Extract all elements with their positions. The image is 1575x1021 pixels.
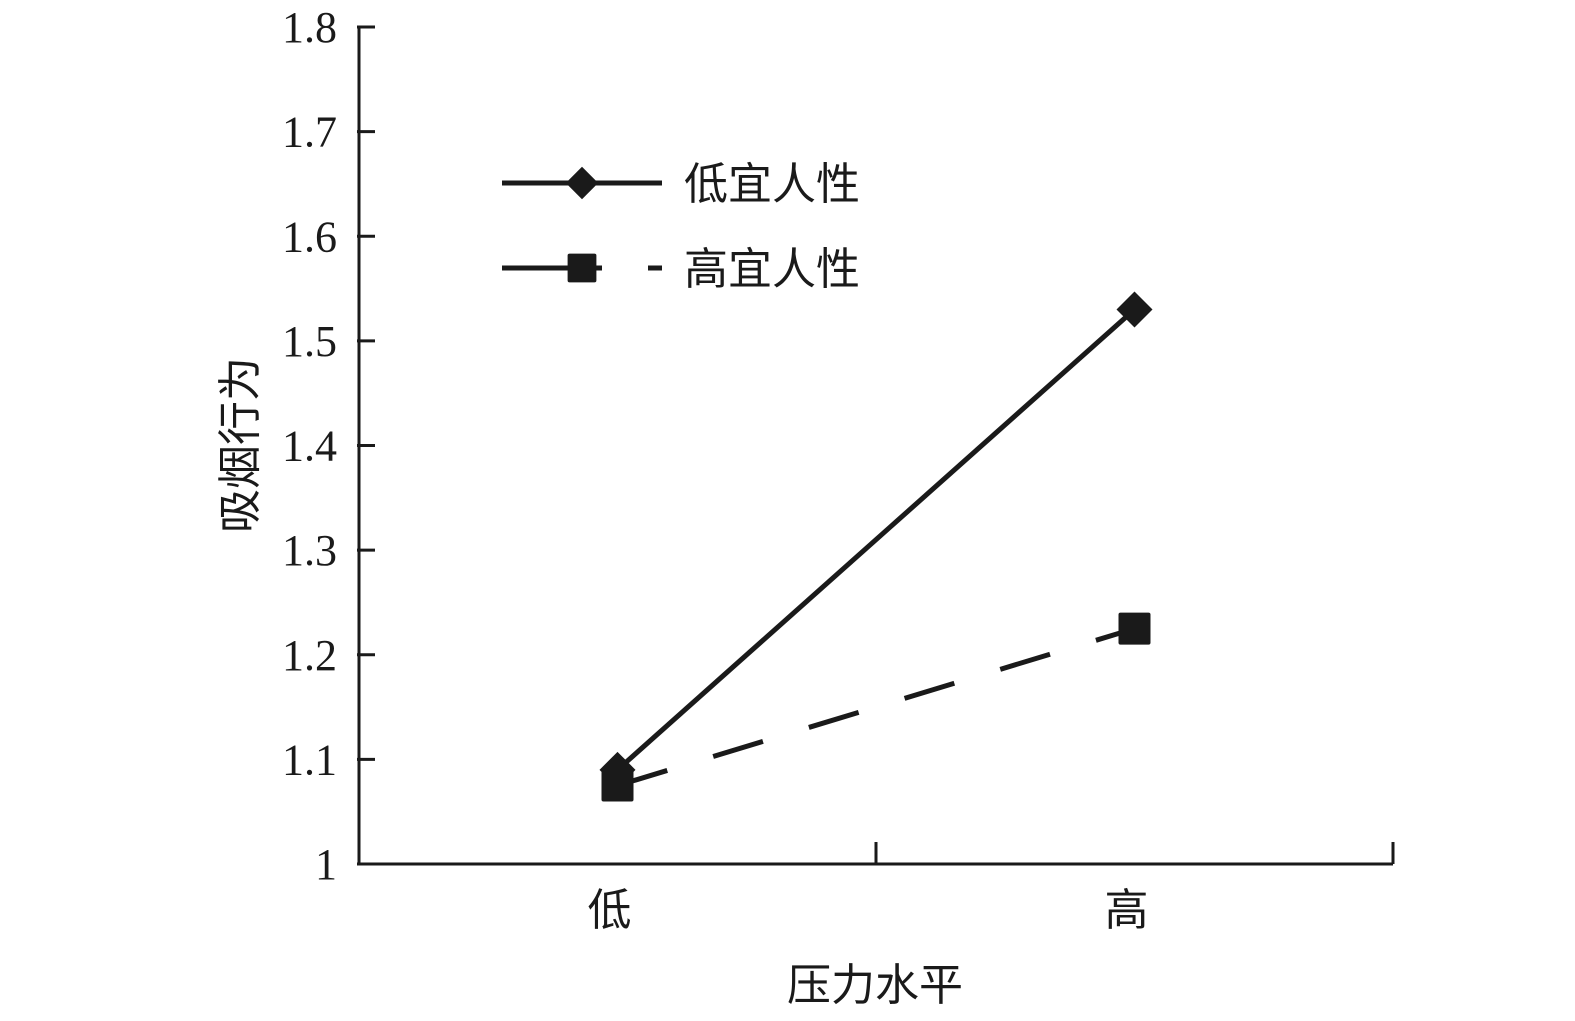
- y-tick-label: 1.4: [282, 422, 337, 471]
- y-tick-label: 1.2: [282, 631, 337, 680]
- series-line-0: [615, 307, 1137, 772]
- series-layer: [599, 291, 1153, 802]
- x-axis-title: 压力水平: [787, 960, 963, 1011]
- axes: [357, 27, 1393, 866]
- legend-marker-1: [567, 253, 597, 283]
- data-point-1-0: [601, 769, 634, 802]
- x-category-label: 低: [588, 886, 632, 935]
- y-tick-label: 1.6: [282, 212, 337, 261]
- y-tick-label: 1.8: [282, 3, 337, 52]
- legend-marker-0: [565, 166, 599, 200]
- data-point-1-1: [1118, 612, 1151, 645]
- legend-label-0: 低宜人性: [684, 159, 860, 210]
- series-line-1: [616, 626, 1136, 788]
- y-ticks: 1 1.1 1.2 1.3 1.4 1.5 1.6 1.7 1.8: [282, 3, 375, 889]
- y-tick-label: 1.5: [282, 317, 337, 366]
- x-category-label: 高: [1105, 886, 1149, 935]
- legend-label-1: 高宜人性: [684, 244, 860, 295]
- y-tick-label: 1.1: [282, 735, 337, 784]
- y-tick-label: 1: [315, 840, 337, 889]
- y-tick-label: 1.7: [282, 108, 337, 157]
- x-ticks: 低高: [588, 842, 1395, 935]
- data-point-0-1: [1116, 291, 1153, 328]
- y-tick-label: 1.3: [282, 526, 337, 575]
- y-axis-title: 吸烟行为: [215, 357, 266, 533]
